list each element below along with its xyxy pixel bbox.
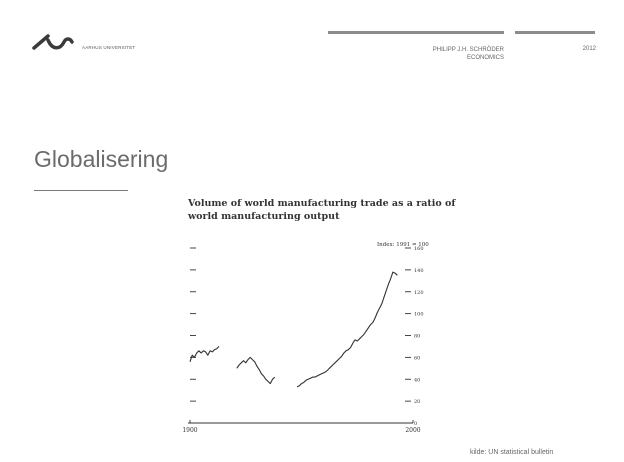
- series-line-2: [236, 356, 276, 385]
- x-tick-label: 1900: [182, 427, 197, 434]
- chart-title-line1: Volume of world manufacturing trade as a…: [187, 198, 456, 209]
- title-underline: [34, 190, 128, 191]
- right-axis: 0 20 40 60 80 100 120 140 160: [405, 246, 424, 427]
- author-block: PHILIPP J.H. SCHRÖDER ECONOMICS: [400, 46, 504, 62]
- chart-title-line2: world manufacturing output: [187, 211, 340, 222]
- index-label: Index: 1991 = 100: [377, 242, 429, 248]
- series-group: [189, 271, 398, 388]
- y-tick-label: 80: [414, 334, 420, 340]
- x-axis: 19001020304050607080902000: [182, 420, 421, 434]
- y-tick-label: 120: [414, 290, 424, 296]
- y-tick-label: 160: [414, 246, 424, 252]
- year-label: 2012: [582, 46, 596, 52]
- slide-title: Globalisering: [34, 146, 169, 172]
- left-tick-marks: [190, 247, 196, 402]
- y-tick-label: 20: [414, 399, 420, 405]
- university-logo: [32, 34, 74, 50]
- series-line-3: [296, 271, 398, 388]
- x-tick-label: 2000: [405, 427, 420, 434]
- y-tick-label: 100: [414, 312, 424, 318]
- y-tick-label: 60: [414, 355, 420, 361]
- y-tick-label: 140: [414, 268, 424, 274]
- series-line-1: [189, 346, 220, 362]
- source-note: kilde: UN statistical bulletin: [470, 449, 554, 456]
- university-name: AARHUS UNIVERSITET: [82, 45, 136, 50]
- header-bar-right: [515, 31, 595, 34]
- header-bar-left: [328, 31, 504, 34]
- author-department: ECONOMICS: [466, 55, 504, 61]
- y-tick-label: 40: [414, 377, 420, 383]
- author-name: PHILIPP J.H. SCHRÖDER: [432, 47, 504, 53]
- chart: Volume of world manufacturing trade as a…: [182, 198, 456, 434]
- y-tick-label: 0: [414, 421, 417, 427]
